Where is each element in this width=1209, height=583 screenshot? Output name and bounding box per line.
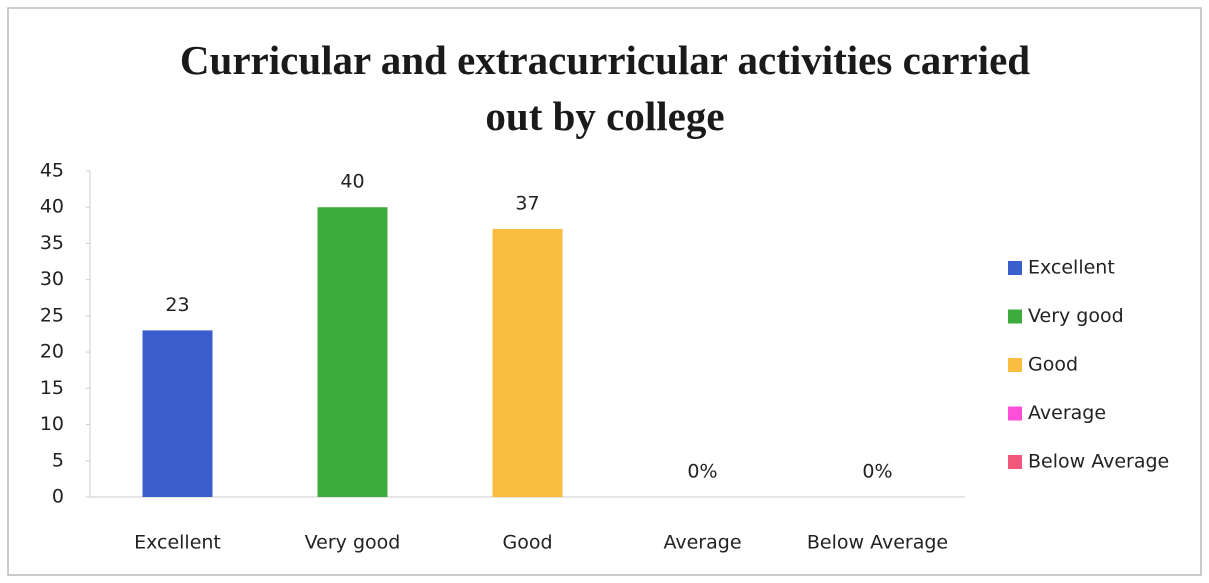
y-tick-label: 20	[40, 341, 64, 363]
x-tick-label: Good	[502, 532, 552, 554]
y-tick-label: 35	[40, 232, 64, 254]
legend-swatch	[1008, 261, 1022, 275]
legend-swatch	[1008, 455, 1022, 469]
y-tick-label: 25	[40, 304, 64, 326]
x-tick-label: Average	[663, 532, 741, 554]
value-label: 0%	[862, 461, 892, 483]
bar	[142, 330, 213, 497]
legend-label: Excellent	[1028, 257, 1115, 279]
y-tick-label: 30	[40, 268, 64, 290]
legend-label: Below Average	[1028, 451, 1169, 473]
legend-swatch	[1008, 358, 1022, 372]
chart-border	[7, 7, 1202, 576]
value-label: 40	[340, 171, 364, 193]
y-tick-label: 0	[52, 486, 64, 508]
legend-label: Average	[1028, 402, 1106, 424]
legend-swatch	[1008, 406, 1022, 421]
y-tick-label: 40	[40, 196, 64, 218]
legend-label: Good	[1028, 354, 1078, 376]
x-tick-label: Below Average	[807, 532, 948, 554]
value-label: 0%	[687, 461, 717, 483]
legend-swatch	[1008, 309, 1022, 324]
x-tick-label: Very good	[305, 532, 401, 554]
bar	[317, 207, 388, 497]
y-tick-label: 10	[40, 413, 64, 435]
value-label: 37	[515, 192, 539, 214]
x-tick-label: Excellent	[134, 532, 221, 554]
y-tick-label: 45	[40, 160, 64, 182]
value-label: 23	[165, 294, 189, 316]
legend-label: Very good	[1028, 305, 1124, 327]
y-tick-label: 5	[52, 449, 64, 471]
chart-title: Curricular and extracurricular activitie…	[179, 37, 1031, 139]
y-tick-label: 15	[40, 377, 64, 399]
bar	[492, 228, 563, 497]
